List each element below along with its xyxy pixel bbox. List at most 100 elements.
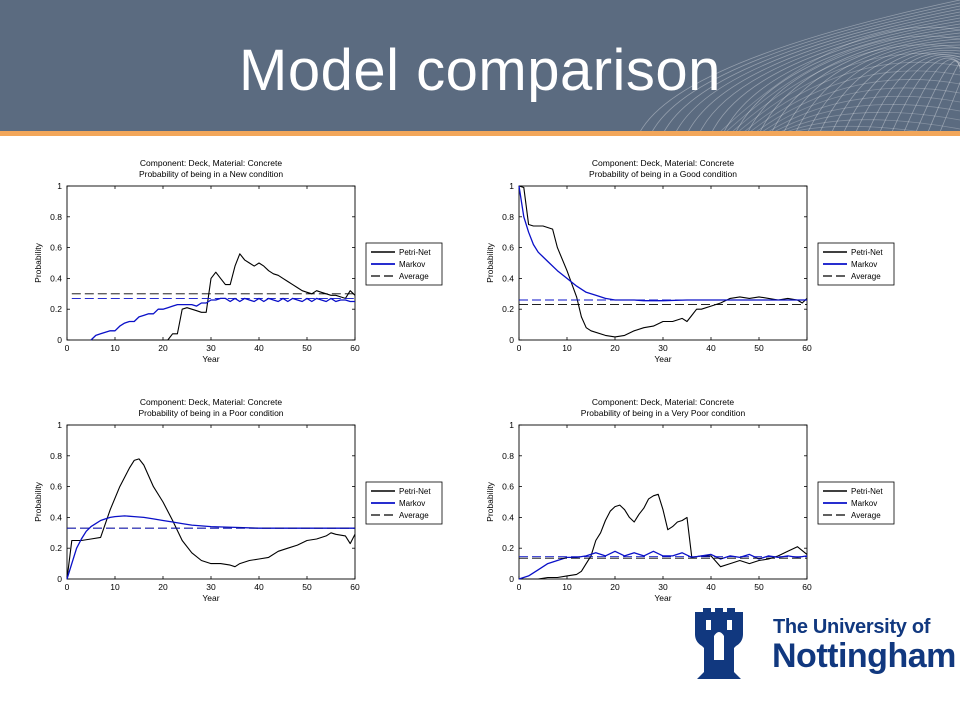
header-wave-line [743,61,960,132]
header-wave-line [783,35,960,132]
x-tick-label: 0 [65,582,70,592]
x-tick-label: 50 [754,582,764,592]
header-wave-line [675,8,960,132]
series-line-petri-net [66,458,356,580]
chart-panel-2: Component: Deck, Material: ConcreteProba… [485,158,895,364]
legend-label: Average [399,511,429,520]
chart-panel-3: Component: Deck, Material: Concrete Proba… [33,397,443,603]
x-tick-label: 10 [562,343,572,353]
y-tick-label: 0.6 [502,482,514,492]
chart-title: Component: Deck, Material: Concrete [140,397,282,407]
x-tick-label: 0 [65,343,70,353]
chart-title: Component: Deck, Material: Concrete [592,158,734,168]
y-axis-label: Probability [33,242,43,282]
x-tick-label: 40 [254,582,264,592]
legend-label: Markov [851,260,877,269]
y-tick-label: 0.8 [50,212,62,222]
logo-text-line1: The University of [773,616,931,638]
header-wave-line [771,32,960,132]
header-wave-line [755,79,960,132]
y-axis-label: Probability [33,481,43,521]
chart-subtitle: Probability of being in a Good condition [589,169,737,179]
plot-area-frame [66,185,356,341]
header-wave-line [747,26,960,132]
header-wave-line [939,74,960,132]
chart-legend: Petri-Net Markov Average [817,242,895,286]
header-wave-line [687,11,960,132]
header-wave-line [749,70,960,132]
chart-legend: Petri-Net Markov Average [365,242,443,286]
legend-label: Petri-Net [399,487,431,496]
castle-crest-icon [695,608,743,679]
plot-area-frame [518,185,808,341]
x-tick-label: 0 [517,582,522,592]
y-tick-label: 0 [509,574,514,584]
header-wave-line [663,5,960,132]
header-wave-line [927,62,960,132]
header-wave-line [779,111,960,132]
header-wave-line [737,53,960,132]
header-wave-line [855,52,960,132]
x-tick-label: 10 [562,582,572,592]
y-tick-label: 1 [57,181,62,191]
x-tick-label: 50 [302,582,312,592]
y-tick-label: 1 [57,420,62,430]
header-wave-line [831,47,960,132]
y-tick-label: 0.2 [502,543,514,553]
x-tick-label: 40 [254,343,264,353]
header-wave-line [759,29,960,132]
header-wave-line [719,26,960,132]
chart-panel-4: Component: Deck, Material: Concrete Proba… [485,397,895,603]
y-tick-label: 0 [57,574,62,584]
y-axis-label: Probability [485,242,495,282]
header-wave-line [791,125,926,132]
x-axis-label: Year [202,354,219,364]
x-axis-label: Year [654,593,671,603]
plot-area-frame [66,424,356,580]
x-tick-label: 50 [754,343,764,353]
legend-label: Petri-Net [399,248,431,257]
header-wave-line [761,87,960,132]
x-tick-label: 30 [658,343,668,353]
series-line-markov [90,297,355,341]
legend-label: Petri-Net [851,487,883,496]
chart-subtitle: Probability of being in a New condition [139,169,283,179]
header-wave-line [819,44,960,132]
x-tick-label: 30 [658,582,668,592]
y-tick-label: 0 [509,335,514,345]
legend-label: Average [399,272,429,281]
header-wave-line [711,17,960,132]
x-axis-label: Year [202,593,219,603]
legend-label: Markov [851,499,877,508]
x-tick-label: 20 [610,582,620,592]
header-wave-line [725,35,960,132]
header-wave-line [891,57,960,132]
header-wave-line [903,59,960,132]
series-line-markov [518,550,808,580]
header-wave-line [843,49,960,132]
y-tick-label: 0.8 [502,451,514,461]
legend-label: Markov [399,499,425,508]
y-axis-label: Probability [485,481,495,521]
series-line-petri-net [519,493,808,580]
series-line-markov [518,185,807,302]
legend-label: Petri-Net [851,248,883,257]
y-tick-label: 0.4 [502,512,514,522]
y-tick-label: 0.6 [50,482,62,492]
slide-header: Model comparison [0,0,960,132]
chart-title: Component: Deck, Material: Concrete [592,397,734,407]
header-accent-rule [0,131,960,136]
chart-legend: Petri-Net Markov Average [817,481,895,525]
x-tick-label: 60 [350,582,360,592]
header-wave-line [879,56,960,132]
header-wave-line [867,54,960,132]
y-tick-label: 0.2 [502,304,514,314]
header-wave-line [773,104,960,132]
university-logo: The University of Nottingham [688,604,956,684]
legend-label: Markov [399,260,425,269]
x-tick-label: 60 [350,343,360,353]
header-wave-line [731,44,960,132]
chart-panel-1: Component: Deck, Material: ConcreteProba… [33,158,443,364]
header-wave-line [735,23,960,132]
x-tick-label: 30 [206,343,216,353]
